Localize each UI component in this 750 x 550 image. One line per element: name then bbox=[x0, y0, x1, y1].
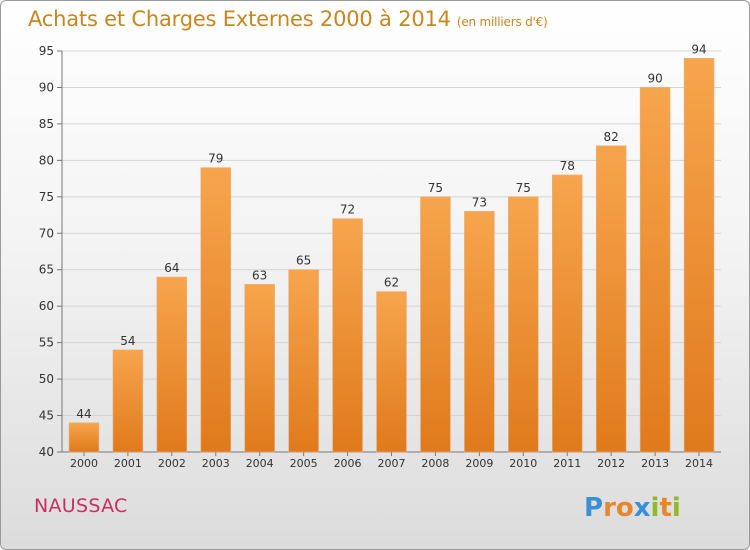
bar-value-label: 44 bbox=[76, 407, 91, 421]
x-tick-label: 2008 bbox=[421, 457, 449, 470]
bar bbox=[288, 269, 319, 453]
x-tick-label: 2007 bbox=[378, 457, 406, 470]
x-tick-label: 2013 bbox=[641, 457, 669, 470]
bar bbox=[683, 57, 715, 453]
x-tick-label: 2012 bbox=[597, 457, 625, 470]
chart-subtitle: (en milliers d'€) bbox=[456, 15, 548, 29]
y-tick-label: 55 bbox=[39, 336, 54, 350]
bar bbox=[156, 276, 188, 453]
y-tick-label: 70 bbox=[39, 226, 54, 240]
y-tick-label: 90 bbox=[39, 80, 54, 94]
bar bbox=[639, 87, 671, 453]
bar bbox=[112, 349, 144, 453]
y-tick-label: 85 bbox=[39, 117, 54, 131]
y-tick-label: 80 bbox=[39, 153, 54, 167]
x-tick-label: 2002 bbox=[158, 457, 186, 470]
bar bbox=[595, 145, 627, 453]
bar-value-label: 64 bbox=[164, 261, 179, 275]
commune-name: NAUSSAC bbox=[34, 495, 128, 517]
bar bbox=[244, 284, 275, 453]
x-tick-label: 2001 bbox=[114, 457, 142, 470]
x-tick-label: 2005 bbox=[290, 457, 318, 470]
x-tick-label: 2003 bbox=[202, 457, 230, 470]
bar-value-label: 94 bbox=[691, 42, 706, 56]
bar-value-label: 75 bbox=[428, 181, 443, 195]
bar-value-label: 65 bbox=[296, 254, 311, 268]
bar-value-label: 79 bbox=[208, 152, 223, 166]
y-tick-label: 65 bbox=[39, 263, 54, 277]
bar-value-label: 63 bbox=[252, 268, 267, 282]
bar-value-label: 72 bbox=[340, 203, 355, 217]
y-tick-label: 40 bbox=[39, 445, 54, 459]
bar bbox=[420, 196, 451, 453]
x-tick-label: 2011 bbox=[553, 457, 581, 470]
data-labels: 44 54 64 79 63 65 72 62 75 73 75 78 82 90 94 bbox=[76, 42, 706, 421]
bar bbox=[508, 196, 539, 453]
x-tick-label: 2004 bbox=[246, 457, 274, 470]
bar bbox=[68, 422, 100, 453]
bar-value-label: 90 bbox=[647, 71, 662, 85]
y-tick-label: 75 bbox=[39, 190, 54, 204]
bar-value-label: 73 bbox=[472, 195, 487, 209]
bars bbox=[68, 57, 715, 453]
y-tick-label: 50 bbox=[39, 372, 54, 386]
svg-text:Proxiti: Proxiti bbox=[584, 493, 681, 523]
bar bbox=[332, 218, 363, 453]
bar bbox=[464, 211, 495, 453]
bar-value-label: 82 bbox=[604, 130, 619, 144]
bar-value-label: 62 bbox=[384, 276, 399, 290]
y-tick-label: 95 bbox=[39, 44, 54, 58]
proxiti-logo: Proxiti bbox=[584, 493, 681, 523]
bar-value-label: 54 bbox=[120, 334, 135, 348]
bar bbox=[376, 291, 407, 453]
x-tick-label: 2010 bbox=[509, 457, 537, 470]
bar-value-label: 78 bbox=[560, 159, 575, 173]
chart-title: Achats et Charges Externes 2000 à 2014 (e… bbox=[28, 7, 548, 31]
x-tick-label: 2009 bbox=[465, 457, 493, 470]
x-tick-label: 2014 bbox=[685, 457, 713, 470]
y-tick-label: 60 bbox=[39, 299, 54, 313]
y-tick-label: 45 bbox=[39, 409, 54, 423]
x-tick-label: 2000 bbox=[70, 457, 98, 470]
bar-value-label: 75 bbox=[516, 181, 531, 195]
bar bbox=[551, 174, 583, 453]
chart-title-text: Achats et Charges Externes 2000 à 2014 bbox=[28, 7, 451, 31]
x-tick-label: 2006 bbox=[334, 457, 362, 470]
bar bbox=[200, 167, 232, 453]
